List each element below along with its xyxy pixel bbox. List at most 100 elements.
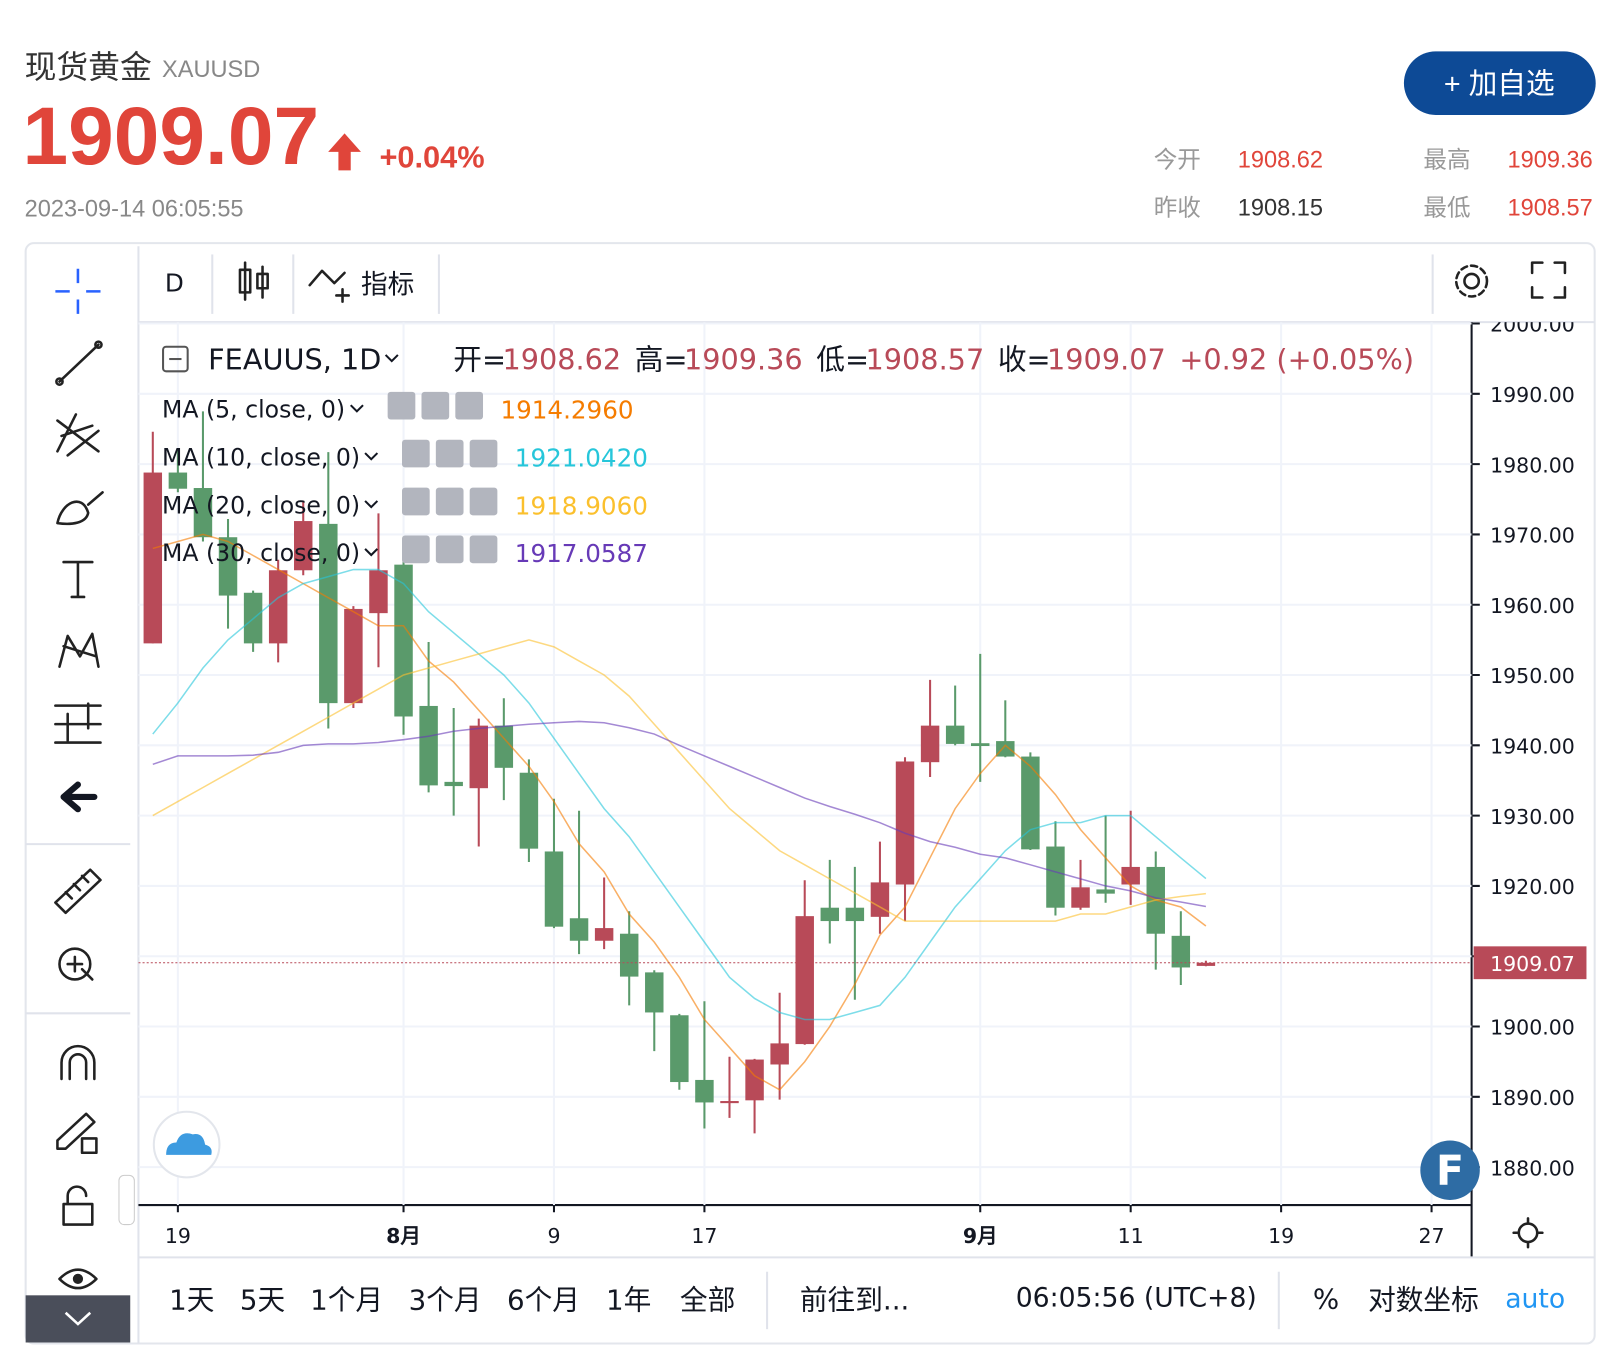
y-tick-label: 1890.00 xyxy=(1490,1086,1575,1110)
range-button[interactable]: 3个月 xyxy=(409,1284,482,1317)
ma-legend-name: MA (10, close, 0) xyxy=(162,443,360,471)
candle-body xyxy=(218,537,238,596)
add-watchlist-button[interactable] xyxy=(1403,51,1596,115)
x-tick-label: 9月 xyxy=(963,1224,998,1248)
range-button[interactable]: 1年 xyxy=(606,1284,651,1317)
zoom-tool-circle xyxy=(58,947,92,981)
ma-legend-button[interactable] xyxy=(469,535,498,564)
hide-toolbar-handle[interactable] xyxy=(118,1174,135,1226)
ma-legend-value: 1917.0587 xyxy=(515,539,648,568)
auto-toggle[interactable]: auto xyxy=(1505,1284,1565,1315)
y-tick-label: 1880.00 xyxy=(1490,1156,1575,1180)
text-tool[interactable] xyxy=(62,560,94,599)
line-tool-end xyxy=(94,340,103,350)
ma-legend-button[interactable] xyxy=(435,439,464,468)
ma-legend-button[interactable] xyxy=(402,487,430,516)
range-button[interactable]: 1个月 xyxy=(310,1284,383,1317)
legend-close-label: 收= xyxy=(998,342,1051,376)
ma-legend-button[interactable] xyxy=(421,391,450,420)
magnet-tool[interactable] xyxy=(60,1044,96,1081)
ma-legend-button[interactable] xyxy=(469,439,498,468)
ma-line xyxy=(152,533,1207,1091)
range-button[interactable]: 全部 xyxy=(680,1284,735,1317)
fib-tool[interactable] xyxy=(56,413,100,457)
y-tick-label: 2000.00 xyxy=(1490,313,1575,337)
ma-legend-chevron[interactable] xyxy=(364,452,379,461)
candle-body xyxy=(394,564,413,717)
candle-body xyxy=(268,570,288,644)
candle-body xyxy=(695,1079,714,1103)
collapse-panel[interactable] xyxy=(25,1295,131,1343)
time-axis-settings[interactable] xyxy=(1512,1217,1544,1249)
collapse-legend[interactable] xyxy=(162,345,189,373)
candle-body xyxy=(720,1101,739,1104)
candle-body xyxy=(1046,846,1065,908)
candle-body xyxy=(996,741,1015,757)
log-toggle[interactable]: 对数坐标 xyxy=(1368,1284,1479,1317)
candle-body xyxy=(619,933,639,977)
pattern-tool[interactable] xyxy=(58,632,100,668)
visibility-tool[interactable] xyxy=(58,1268,98,1290)
crosshair-tool[interactable] xyxy=(55,268,101,314)
candle-body xyxy=(1021,756,1040,850)
ma-legend-button[interactable] xyxy=(402,439,430,468)
legend-open-value: 1908.62 xyxy=(503,342,622,376)
ruler-tool[interactable] xyxy=(54,868,102,915)
brush-tool[interactable] xyxy=(56,491,104,526)
candle-body xyxy=(569,918,589,941)
y-tick-label: 1930.00 xyxy=(1490,805,1575,829)
line-tool[interactable] xyxy=(58,343,100,383)
unlock-tool[interactable] xyxy=(62,1185,94,1226)
candle-body xyxy=(1071,887,1090,908)
symbol-chevron[interactable] xyxy=(384,354,399,363)
y-tick-label: 1980.00 xyxy=(1490,453,1575,477)
candle-body xyxy=(1121,866,1140,885)
x-tick-label: 11 xyxy=(1118,1224,1144,1248)
candle-body xyxy=(645,972,664,1013)
x-tick-label: 19 xyxy=(1268,1224,1294,1248)
goto-button[interactable]: 前往到... xyxy=(800,1284,909,1317)
ma-legend-button[interactable] xyxy=(455,391,484,420)
ma-legend-value: 1914.2960 xyxy=(500,396,633,425)
interval-button[interactable]: D xyxy=(165,268,184,297)
candle-body xyxy=(920,725,940,763)
ma-legend-button[interactable] xyxy=(402,535,430,564)
price: 1909.07 xyxy=(23,91,320,182)
x-tick-label: 27 xyxy=(1419,1224,1445,1248)
ma-legend-button[interactable] xyxy=(387,391,416,420)
ma-legend-chevron[interactable] xyxy=(364,548,379,557)
ma-legend-chevron[interactable] xyxy=(349,404,364,413)
x-tick-label: 19 xyxy=(165,1224,191,1248)
candle-body xyxy=(820,907,840,922)
lock-drawing-tool[interactable] xyxy=(56,1112,98,1155)
ma-legend-button[interactable] xyxy=(435,535,464,564)
range-button[interactable]: 1天 xyxy=(169,1284,214,1317)
range-bar: 前往到... 06:05:56 (UTC+8) % 对数坐标 auto 1天 5天… xyxy=(169,1271,1565,1330)
y-tick-label: 1950.00 xyxy=(1490,664,1575,688)
ma-legend-button[interactable] xyxy=(435,487,464,516)
candle-body xyxy=(344,608,363,704)
back-arrow[interactable] xyxy=(60,781,98,813)
watermark-letter: F xyxy=(1436,1147,1464,1195)
candle-body xyxy=(795,916,814,1045)
ma-legend-button[interactable] xyxy=(469,487,498,516)
legend-high-label: 高= xyxy=(635,342,688,376)
measure-lines-tool[interactable] xyxy=(54,702,102,744)
candle-body xyxy=(1096,889,1115,894)
indicators-icon[interactable] xyxy=(308,269,350,303)
add-watchlist-label[interactable]: + 加自选 xyxy=(1444,68,1555,100)
stat-label: 最高 xyxy=(1423,146,1470,172)
indicators-button[interactable]: 指标 xyxy=(361,269,414,300)
settings-button[interactable] xyxy=(1454,264,1489,298)
chart-type-button[interactable] xyxy=(238,261,269,301)
legend-low-label: 低= xyxy=(816,342,869,376)
y-tick-label: 1960.00 xyxy=(1490,594,1575,618)
legend-open-label: 开= xyxy=(453,342,506,376)
percent-toggle[interactable]: % xyxy=(1313,1283,1339,1316)
y-tick-label: 1900.00 xyxy=(1490,1016,1575,1040)
candle-body xyxy=(870,882,890,917)
range-button[interactable]: 6个月 xyxy=(507,1284,580,1317)
fullscreen-button[interactable] xyxy=(1530,261,1567,299)
range-button[interactable]: 5天 xyxy=(240,1284,285,1317)
ma-legend-chevron[interactable] xyxy=(364,500,379,509)
